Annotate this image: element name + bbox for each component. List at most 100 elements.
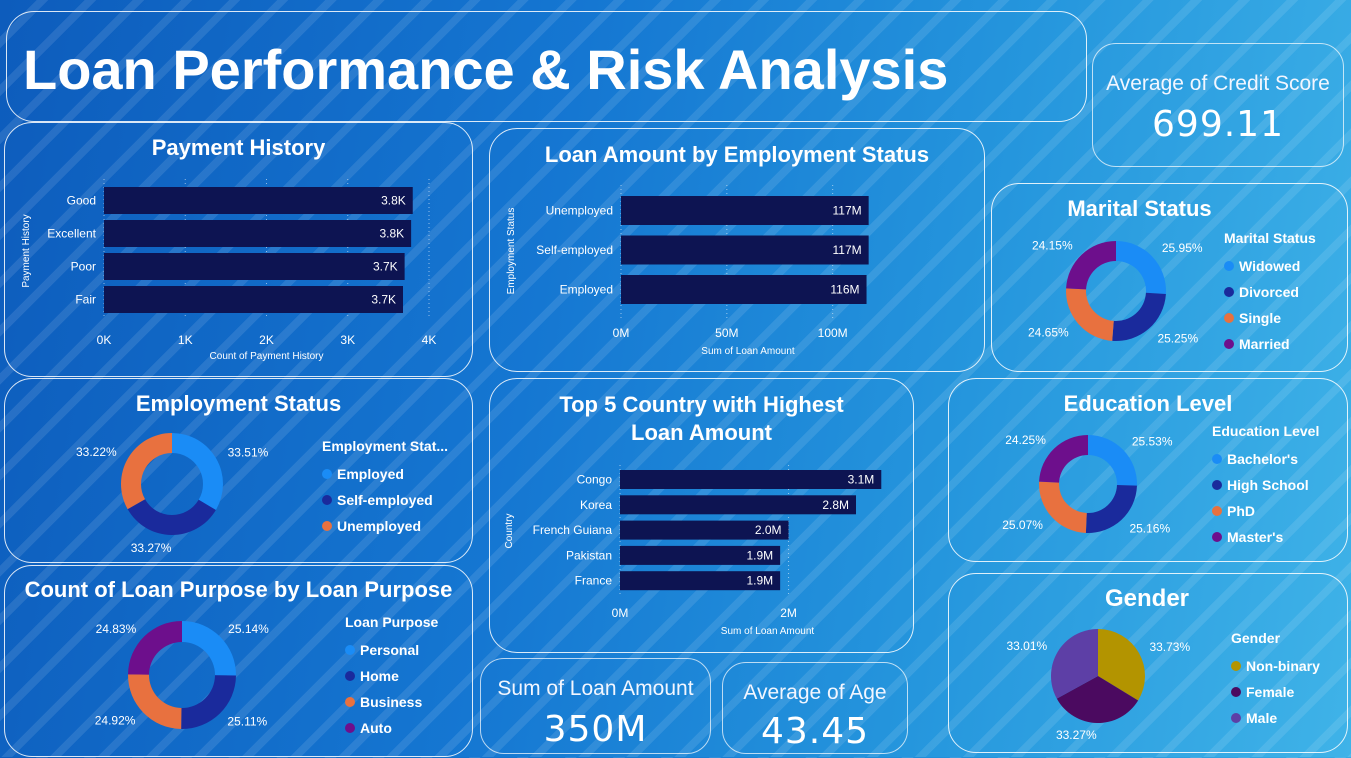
bar <box>620 571 781 591</box>
legend-item[interactable]: Single <box>1224 305 1316 331</box>
legend-swatch <box>1212 506 1222 516</box>
pie-pct-label: 24.65% <box>1028 326 1069 340</box>
employment-legend: Employment Stat... Employed Self-employed U… <box>322 438 448 539</box>
loan-purpose-chart: 25.14% 25.11% 24.92% 24.83% <box>95 621 269 729</box>
legend-item[interactable]: PhD <box>1212 498 1319 524</box>
country-panel[interactable]: Top 5 Country with Highest Loan Amount 0… <box>489 378 914 653</box>
legend-label: PhD <box>1227 503 1255 519</box>
pie-pct-label: 33.01% <box>1007 639 1048 653</box>
kpi-loan-amount-card[interactable]: Sum of Loan Amount 350M <box>480 658 711 754</box>
y-category-label: Pakistan <box>566 548 612 562</box>
kpi-loan-amount-label: Sum of Loan Amount <box>497 677 694 700</box>
legend-title: Loan Purpose <box>345 614 439 630</box>
y-category-label: French Guiana <box>533 523 613 537</box>
education-chart: 25.53% 25.16% 25.07% 24.25% <box>1002 433 1173 536</box>
y-axis-title: Country <box>504 513 515 548</box>
legend-item[interactable]: Home <box>345 663 438 689</box>
x-axis-title: Sum of Loan Amount <box>721 626 815 637</box>
legend-item[interactable]: Unemployed <box>322 513 448 539</box>
loan-purpose-title: Count of Loan Purpose by Loan Purpose <box>24 577 453 602</box>
employment-status-panel[interactable]: Employment Status 33.51% 33.27% 33.22% Emp… <box>4 378 473 563</box>
legend-item[interactable]: Non-binary <box>1231 653 1320 679</box>
pie-pct-label: 25.53% <box>1132 435 1173 449</box>
legend-label: Employed <box>337 466 404 482</box>
loan-purpose-panel[interactable]: Count of Loan Purpose by Loan Purpose 25… <box>4 565 473 757</box>
y-category-label: Fair <box>75 293 96 307</box>
kpi-age-card[interactable]: Average of Age 43.45 <box>722 662 908 754</box>
pie-slice <box>1112 292 1166 341</box>
legend-item[interactable]: Divorced <box>1224 279 1316 305</box>
legend-item[interactable]: Female <box>1231 679 1320 705</box>
legend-item[interactable]: Master's <box>1212 524 1319 550</box>
bar-data-label: 3.7K <box>371 293 396 307</box>
x-tick-label: 1K <box>178 333 193 347</box>
legend-label: Personal <box>360 642 420 658</box>
legend-item[interactable]: High School <box>1212 472 1319 498</box>
pie-slice <box>1066 288 1114 341</box>
legend-item[interactable]: Employed <box>322 461 448 487</box>
x-tick-label: 0M <box>612 606 629 620</box>
kpi-loan-amount-value: 350M <box>543 709 648 750</box>
legend-swatch <box>1212 480 1222 490</box>
pie-slice <box>1066 241 1116 290</box>
marital-status-chart: 25.95% 25.25% 24.65% 24.15% <box>1028 238 1203 345</box>
legend-swatch <box>1224 339 1234 349</box>
employment-amount-panel[interactable]: Loan Amount by Employment Status 0M 50M 10… <box>489 128 985 372</box>
legend-item[interactable]: Business <box>345 689 438 715</box>
y-axis-title: Payment History <box>21 214 32 287</box>
pie-slice <box>1051 629 1098 699</box>
bar-data-label: 116M <box>830 283 859 297</box>
bar <box>104 253 405 280</box>
employment-amount-chart: 0M 50M 100M Unemployed 117M Self-employed 117M… <box>506 185 869 357</box>
x-tick-label: 4K <box>422 333 437 347</box>
pie-slice <box>172 433 223 510</box>
legend-item[interactable]: Bachelor's <box>1212 446 1319 472</box>
kpi-credit-score-value: 699.11 <box>1152 104 1284 145</box>
legend-swatch <box>1212 532 1222 542</box>
education-title: Education Level <box>1063 391 1233 416</box>
y-category-label: Employed <box>560 283 613 297</box>
legend-title: Marital Status <box>1224 230 1316 246</box>
legend-swatch <box>322 469 332 479</box>
pie-pct-label: 24.92% <box>95 713 136 727</box>
bar <box>620 470 882 489</box>
education-panel[interactable]: Education Level 25.53% 25.16% 25.07% 24.25%… <box>948 378 1348 562</box>
pie-slice <box>128 621 182 675</box>
x-tick-label: 2M <box>780 606 797 620</box>
bar <box>104 220 412 247</box>
bar <box>621 196 869 225</box>
gender-panel[interactable]: Gender 33.73% 33.27% 33.01% Gender Non-bina… <box>948 573 1348 753</box>
legend-swatch <box>345 645 355 655</box>
country-title: Top 5 Country with Highest Loan Amount <box>559 392 844 445</box>
payment-history-panel[interactable]: Payment History 0K 1K 2K 3K 4K Good 3.8K Excell… <box>4 122 473 377</box>
y-category-label: Self-employed <box>536 243 613 257</box>
pie-pct-label: 24.25% <box>1005 433 1046 447</box>
pie-pct-label: 24.15% <box>1032 238 1073 252</box>
payment-history-chart: 0K 1K 2K 3K 4K Good 3.8K Excellent 3.8K Poor 3.7K F… <box>21 179 437 362</box>
gender-chart: 33.73% 33.27% 33.01% <box>1007 629 1190 742</box>
legend-swatch <box>1231 713 1241 723</box>
y-category-label: Congo <box>577 473 613 487</box>
bar-data-label: 3.8K <box>381 194 406 208</box>
pie-pct-label: 25.14% <box>228 622 269 636</box>
kpi-credit-score-card[interactable]: Average of Credit Score 699.11 <box>1092 43 1344 167</box>
legend-label: Bachelor's <box>1227 451 1299 467</box>
pie-slice <box>127 499 216 535</box>
legend-item[interactable]: Widowed <box>1224 253 1316 279</box>
legend-item[interactable]: Personal <box>345 637 438 663</box>
legend-label: Non-binary <box>1246 658 1320 674</box>
pie-pct-label: 33.27% <box>131 541 172 555</box>
pie-slice <box>1039 481 1087 533</box>
legend-item[interactable]: Married <box>1224 331 1316 357</box>
x-tick-label: 100M <box>818 326 848 340</box>
legend-item[interactable]: Male <box>1231 705 1320 731</box>
marital-status-panel[interactable]: Marital Status 25.95% 25.25% 24.65% 24.15% … <box>991 183 1348 372</box>
bar-data-label: 3.7K <box>373 260 398 274</box>
x-tick-label: 2K <box>259 333 274 347</box>
legend-item[interactable]: Self-employed <box>322 487 448 513</box>
pie-pct-label: 24.83% <box>96 622 137 636</box>
legend-item[interactable]: Auto <box>345 715 438 741</box>
legend-label: Single <box>1239 310 1282 326</box>
employment-status-title: Employment Status <box>135 391 342 416</box>
pie-pct-label: 25.11% <box>227 715 267 729</box>
